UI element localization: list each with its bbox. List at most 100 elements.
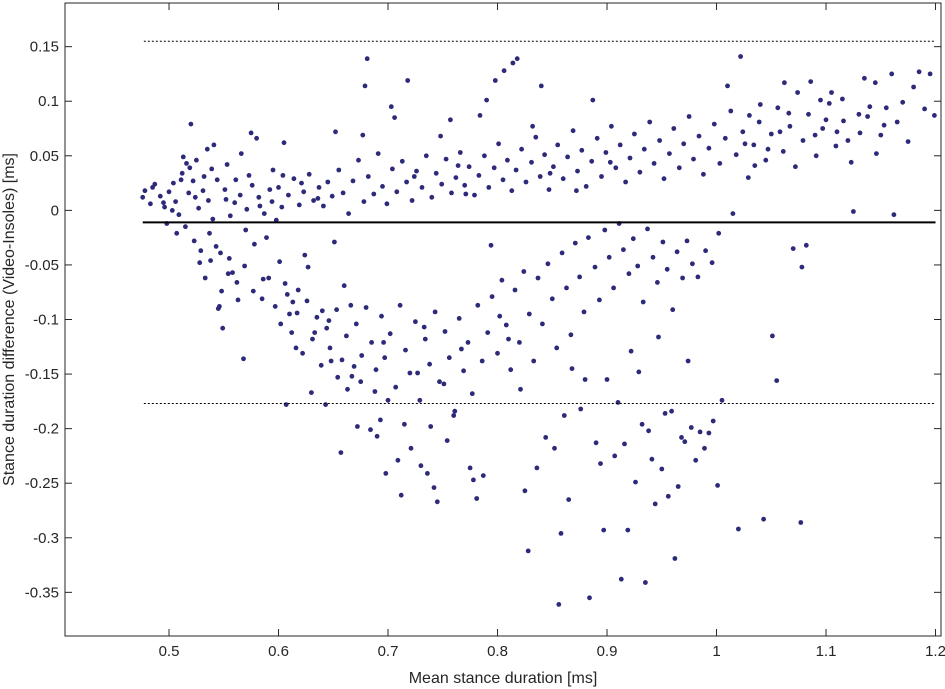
data-point — [537, 174, 543, 179]
data-point — [443, 156, 449, 162]
data-point — [243, 227, 249, 233]
data-point — [452, 408, 458, 414]
data-point — [388, 104, 394, 110]
data-point — [667, 151, 672, 157]
data-point — [523, 179, 529, 185]
data-point — [226, 256, 232, 261]
data-point — [319, 308, 325, 314]
data-point — [441, 381, 447, 387]
data-point — [586, 235, 591, 241]
data-point — [633, 479, 638, 485]
data-point — [506, 336, 511, 342]
data-point — [851, 209, 856, 214]
data-point — [635, 263, 641, 269]
data-point — [826, 101, 832, 106]
data-point — [695, 274, 701, 280]
data-point — [407, 370, 413, 376]
data-point — [348, 302, 354, 308]
data-point — [281, 140, 287, 146]
data-point — [617, 142, 623, 148]
data-point — [508, 367, 514, 373]
data-point — [465, 340, 471, 345]
data-point — [582, 377, 588, 382]
data-point — [538, 83, 544, 89]
data-point — [202, 275, 208, 281]
data-point — [428, 424, 434, 429]
data-point — [432, 309, 438, 315]
data-point — [747, 113, 752, 118]
data-point — [671, 126, 677, 131]
data-point — [192, 194, 198, 200]
data-point — [310, 336, 315, 342]
data-point — [180, 154, 186, 160]
data-point — [820, 126, 826, 131]
data-point — [336, 167, 342, 173]
data-point — [197, 260, 203, 266]
data-point — [295, 287, 301, 293]
data-point — [356, 157, 361, 163]
data-point — [636, 369, 642, 375]
data-point — [296, 202, 302, 208]
data-point — [408, 445, 414, 451]
data-point — [566, 497, 572, 502]
data-point — [466, 164, 472, 170]
data-point — [314, 314, 320, 320]
data-point — [339, 357, 345, 363]
data-point — [380, 184, 385, 189]
data-point — [358, 379, 364, 385]
data-point — [246, 173, 252, 178]
data-point — [682, 439, 688, 445]
data-point — [757, 102, 763, 107]
data-point — [451, 413, 457, 418]
data-point — [848, 159, 854, 165]
data-point — [299, 180, 304, 186]
data-point — [774, 378, 780, 383]
data-point — [140, 194, 146, 200]
data-point — [327, 345, 333, 351]
data-point — [916, 69, 922, 75]
data-point — [371, 191, 377, 197]
data-point — [662, 411, 668, 416]
data-point — [829, 90, 834, 95]
data-point — [745, 175, 751, 181]
data-point — [272, 304, 278, 309]
data-point — [415, 370, 420, 376]
data-point — [283, 402, 289, 407]
x-tick-label: 1 — [712, 643, 720, 660]
data-point — [818, 97, 823, 103]
data-point — [280, 173, 286, 178]
data-point — [368, 427, 373, 433]
data-point — [710, 418, 716, 424]
data-point — [722, 135, 728, 141]
data-point — [800, 138, 806, 143]
data-point — [569, 366, 575, 371]
y-tick-label: 0.05 — [30, 148, 59, 165]
data-point — [795, 90, 800, 95]
data-point — [730, 211, 736, 217]
data-point — [162, 204, 168, 210]
data-point — [597, 297, 602, 303]
data-point — [503, 322, 509, 328]
data-point — [301, 189, 307, 195]
data-point — [404, 179, 409, 185]
data-point — [514, 56, 520, 62]
data-point — [399, 158, 405, 164]
data-point — [711, 121, 717, 127]
data-point — [340, 190, 346, 196]
data-point — [344, 333, 349, 339]
data-point — [260, 276, 266, 282]
data-point — [615, 400, 621, 405]
y-tick-label: -0.1 — [33, 312, 59, 329]
data-point — [775, 105, 781, 111]
data-point — [637, 169, 643, 175]
data-point — [305, 264, 311, 270]
data-point — [422, 336, 428, 342]
data-point — [270, 167, 276, 173]
data-point — [233, 177, 239, 183]
data-point — [665, 493, 671, 499]
x-tick-label: 0.6 — [268, 643, 289, 660]
data-point — [294, 310, 300, 316]
data-point — [241, 356, 246, 362]
data-point — [219, 288, 225, 294]
data-point — [361, 199, 367, 205]
